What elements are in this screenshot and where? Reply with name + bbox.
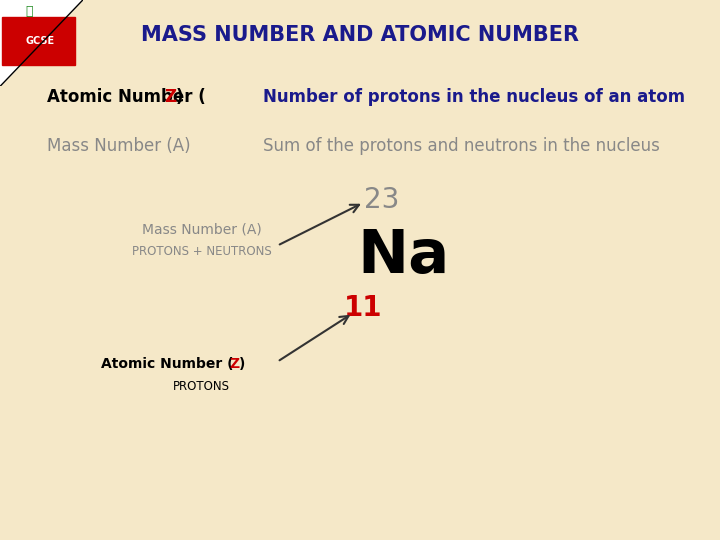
Text: Sum of the protons and neutrons in the nucleus: Sum of the protons and neutrons in the n… [263,137,660,155]
Text: Mass Number (A): Mass Number (A) [47,137,190,155]
Text: 🌲: 🌲 [25,5,32,18]
Text: PROTONS + NEUTRONS: PROTONS + NEUTRONS [132,245,271,258]
Text: ): ) [176,88,183,106]
Polygon shape [0,0,83,86]
Text: Z: Z [164,88,176,106]
Text: GCSE: GCSE [25,37,54,46]
Text: 11: 11 [344,294,383,322]
Text: Atomic Number (: Atomic Number ( [47,88,205,106]
Text: Na: Na [357,227,449,286]
Text: Number of protons in the nucleus of an atom: Number of protons in the nucleus of an a… [263,88,685,106]
Text: ): ) [239,357,246,372]
Text: Mass Number (A): Mass Number (A) [142,222,261,237]
Text: 23: 23 [364,186,400,214]
Text: PROTONS: PROTONS [173,380,230,393]
Text: Atomic Number (: Atomic Number ( [101,357,233,372]
FancyBboxPatch shape [1,17,75,65]
Text: Z: Z [229,357,239,372]
Text: MASS NUMBER AND ATOMIC NUMBER: MASS NUMBER AND ATOMIC NUMBER [141,25,579,45]
